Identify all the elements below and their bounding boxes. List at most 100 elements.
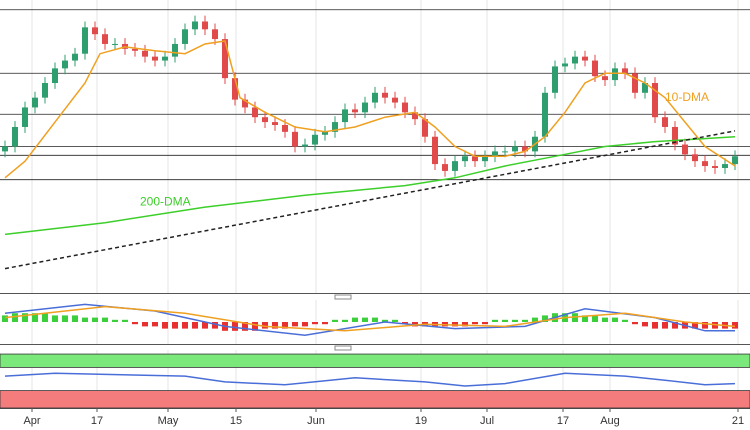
candle-body [112, 43, 118, 45]
candle-body [672, 126, 678, 145]
candle-body [732, 156, 738, 165]
candle-body [642, 83, 648, 93]
line-label: 200-DMA [140, 194, 191, 208]
candle-body [522, 146, 528, 152]
histogram-bar [132, 322, 138, 325]
candle-body [302, 144, 308, 147]
histogram-bar [212, 322, 218, 329]
candle-body [472, 156, 478, 162]
histogram-bar [272, 322, 278, 329]
candle-body [592, 60, 598, 77]
histogram-bar [642, 322, 648, 327]
histogram-bar [342, 319, 348, 322]
candle-body [662, 117, 668, 127]
candle-body [692, 154, 698, 162]
candle-body [382, 92, 388, 98]
x-tick-label: Jul [480, 415, 494, 427]
candle-body [182, 29, 188, 44]
histogram-bar [22, 313, 28, 322]
candle-body [492, 151, 498, 157]
candle-body [22, 107, 28, 127]
panel-grip[interactable] [334, 345, 352, 351]
x-tick-label: Apr [23, 415, 40, 427]
x-tick-label: May [158, 415, 179, 427]
histogram-bar [152, 322, 158, 327]
candle-body [712, 166, 718, 168]
histogram-bar [182, 322, 188, 329]
histogram-bar [192, 322, 198, 329]
candle-body [562, 63, 568, 67]
candle-body [232, 78, 238, 100]
histogram-bar [242, 322, 248, 331]
candle-body [352, 109, 358, 113]
histogram-bar [692, 322, 698, 329]
line-series [4, 130, 736, 270]
x-tick-label: 17 [557, 415, 569, 427]
histogram-bar [142, 322, 148, 327]
candle-body [632, 73, 638, 93]
histogram-bar [502, 319, 508, 322]
histogram-bar [462, 322, 468, 327]
candle-body [722, 164, 728, 168]
histogram-bar [382, 319, 388, 322]
histogram-bar [172, 322, 178, 329]
candle-body [452, 161, 458, 171]
candle-body [552, 66, 558, 93]
histogram-bar [252, 322, 258, 331]
rsi-band [0, 353, 750, 368]
histogram-bar [492, 319, 498, 322]
histogram-bar [92, 317, 98, 322]
candle-body [582, 56, 588, 61]
candle-body [342, 109, 348, 123]
histogram-bar [632, 322, 638, 325]
candle-body [412, 112, 418, 120]
candle-body [172, 43, 178, 57]
line-label: 10-DMA [665, 90, 709, 104]
histogram-bar [362, 317, 368, 322]
candle-body [572, 56, 578, 64]
histogram-bar [262, 322, 268, 329]
candle-body [292, 131, 298, 147]
histogram-bar [352, 317, 358, 322]
line-series [4, 40, 736, 179]
candle-body [372, 92, 378, 103]
histogram-bar [52, 315, 58, 322]
histogram-bar [522, 319, 528, 322]
candle-body [362, 102, 368, 113]
histogram-bar [2, 315, 8, 322]
candle-body [652, 83, 658, 118]
histogram-bar [32, 313, 38, 322]
histogram-bar [602, 317, 608, 322]
histogram-bar [112, 319, 118, 322]
candle-body [432, 136, 438, 165]
line-series [4, 305, 736, 332]
histogram-bar [732, 322, 738, 329]
candle-body [42, 83, 48, 98]
candle-body [252, 107, 258, 118]
histogram-bar [282, 322, 288, 329]
candle-body [192, 21, 198, 30]
histogram-bar [302, 322, 308, 327]
x-tick-label: Aug [600, 415, 620, 427]
histogram-bar [612, 317, 618, 322]
histogram-bar [62, 315, 68, 322]
candle-body [202, 21, 208, 30]
candle-body [312, 134, 318, 145]
candle-body [502, 151, 508, 153]
histogram-bar [232, 322, 238, 331]
candle-body [322, 131, 328, 135]
candle-body [282, 125, 288, 132]
histogram-bar [102, 317, 108, 322]
rsi-band [0, 390, 750, 409]
histogram-bar [122, 319, 128, 322]
histogram-bar [472, 322, 478, 325]
panel-grip[interactable] [334, 294, 352, 300]
candle-body [242, 99, 248, 108]
candle-body [52, 68, 58, 84]
candle-body [142, 50, 148, 57]
candle-body [482, 156, 488, 162]
x-tick-label: Jun [307, 415, 325, 427]
histogram-bar [532, 317, 538, 322]
candle-body [12, 126, 18, 147]
candle-body [262, 117, 268, 123]
